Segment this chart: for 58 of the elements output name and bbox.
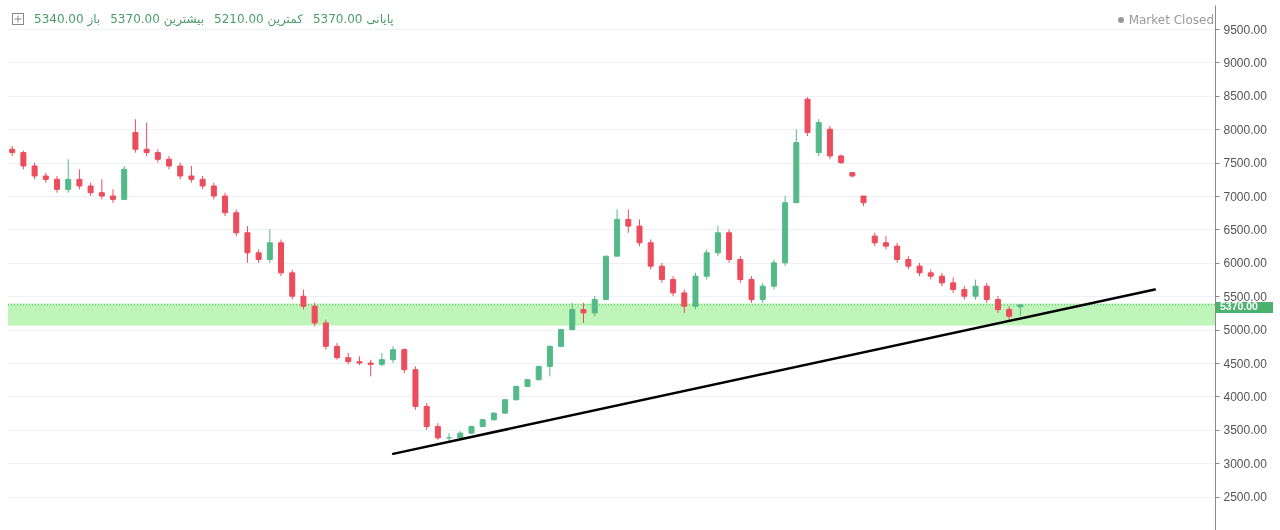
- candlestick: [546, 345, 553, 377]
- candlestick: [658, 262, 665, 284]
- candlestick: [98, 178, 105, 200]
- candlestick: [401, 347, 408, 374]
- candlestick: [20, 150, 27, 170]
- y-tick-label: 8500.00: [1223, 89, 1268, 104]
- y-tick-label: 7500.00: [1223, 156, 1268, 171]
- annotation: بیشترین 5370.00: [110, 12, 205, 26]
- y-tick-label: 4000.00: [1223, 389, 1268, 404]
- candlestick: [894, 242, 901, 264]
- candlestick: [289, 269, 296, 301]
- candlestick: [748, 275, 755, 304]
- candlestick: [737, 255, 744, 284]
- y-tick-label: 8000.00: [1223, 122, 1268, 137]
- y-tick-label: 3000.00: [1223, 456, 1268, 471]
- y-tick-label: 3500.00: [1223, 423, 1268, 438]
- candlestick: [569, 302, 576, 331]
- candlestick: [882, 235, 889, 250]
- candlestick: [580, 302, 587, 324]
- candlestick: [759, 282, 766, 304]
- candlestick: [65, 158, 72, 194]
- y-tick-label: 9500.00: [1223, 22, 1268, 37]
- candlestick: [222, 192, 229, 217]
- candlestick: [300, 289, 307, 311]
- annotation: باز 5340.00: [34, 12, 101, 26]
- candlestick: [233, 208, 240, 237]
- annotation: کمترین 5210.00: [214, 12, 303, 26]
- candlestick: [311, 302, 318, 327]
- y-tick-label: 6000.00: [1223, 256, 1268, 271]
- annotation: پایانی 5370.00: [312, 12, 394, 26]
- y-tick-label: 2500.00: [1223, 490, 1268, 505]
- candlestick: [714, 225, 721, 257]
- candlestick: [132, 118, 139, 154]
- candlestick: [143, 122, 150, 157]
- ref-line-label: 5370.00: [1220, 300, 1259, 313]
- y-tick-label: 7000.00: [1223, 189, 1268, 204]
- candlestick: [647, 238, 654, 270]
- candlestick: [983, 282, 990, 304]
- annotation: Market Closed: [1128, 13, 1214, 27]
- y-tick-label: 6500.00: [1223, 222, 1268, 237]
- candlestick: [670, 275, 677, 297]
- candlestick: [322, 319, 329, 351]
- candlestick: [244, 225, 251, 264]
- candlestick: [636, 218, 643, 247]
- y-tick-label: 9000.00: [1223, 55, 1268, 70]
- candlestick: [625, 208, 632, 234]
- candlestick: [681, 289, 688, 314]
- candlestick: [76, 168, 83, 190]
- candlestick: [110, 188, 117, 204]
- candlestick: [770, 258, 777, 291]
- candlestick: [591, 295, 598, 317]
- y-tick-label: 4500.00: [1223, 356, 1268, 371]
- candlestick: [703, 248, 710, 281]
- candlestick: [266, 228, 273, 264]
- candlestick: [423, 402, 430, 431]
- y-tick-label: 5000.00: [1223, 323, 1268, 338]
- candlestick: [972, 279, 979, 301]
- candlestick: [378, 352, 385, 367]
